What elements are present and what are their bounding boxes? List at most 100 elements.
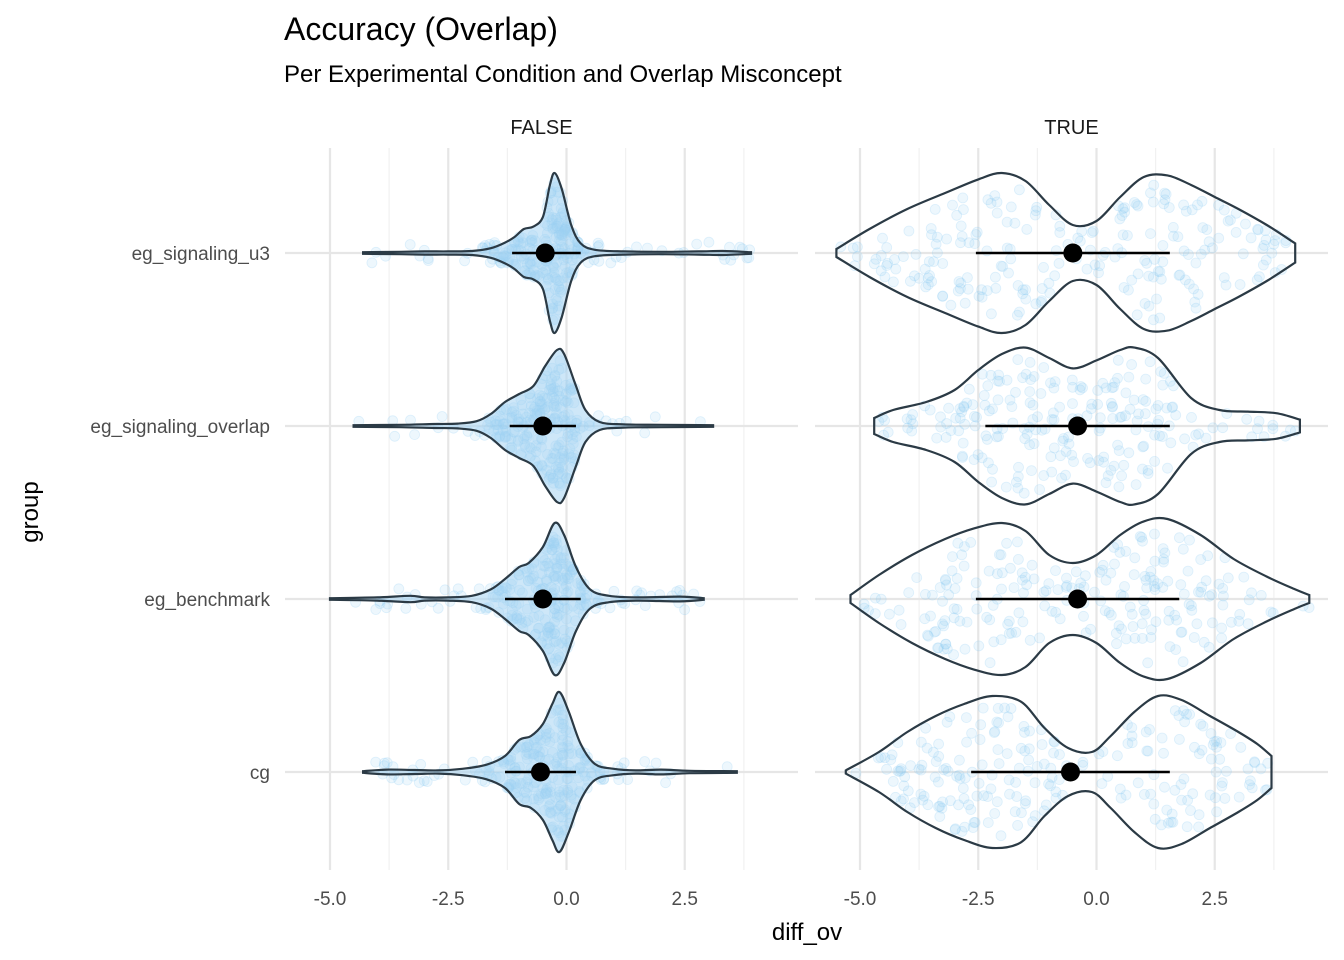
data-point bbox=[1211, 806, 1222, 818]
data-point bbox=[918, 790, 930, 802]
data-point bbox=[995, 634, 1007, 646]
data-point bbox=[1246, 587, 1257, 599]
data-point bbox=[1148, 271, 1159, 283]
data-point bbox=[380, 602, 392, 614]
data-point bbox=[1060, 581, 1072, 593]
data-point bbox=[951, 209, 963, 221]
data-point bbox=[1098, 456, 1109, 468]
data-point bbox=[1092, 398, 1103, 410]
data-point bbox=[1028, 371, 1040, 382]
data-point bbox=[1148, 798, 1160, 810]
data-point bbox=[940, 638, 952, 650]
data-point bbox=[959, 418, 971, 430]
data-point bbox=[1038, 362, 1050, 373]
data-point bbox=[992, 568, 1003, 580]
data-point bbox=[1258, 239, 1270, 251]
data-point bbox=[366, 257, 378, 269]
data-point bbox=[1114, 411, 1126, 423]
data-point bbox=[1155, 366, 1167, 378]
data-point bbox=[1178, 199, 1189, 211]
data-point bbox=[1043, 778, 1054, 790]
data-point bbox=[1032, 411, 1043, 423]
data-point bbox=[1012, 280, 1024, 291]
data-point bbox=[1243, 594, 1255, 606]
data-point bbox=[1144, 571, 1156, 583]
data-point bbox=[948, 603, 960, 615]
data-point bbox=[1116, 470, 1127, 482]
data-point bbox=[903, 587, 915, 598]
data-point bbox=[1150, 616, 1162, 628]
data-point bbox=[1113, 620, 1125, 632]
chart-title: Accuracy (Overlap) bbox=[284, 11, 558, 47]
data-point bbox=[1049, 376, 1061, 388]
data-point bbox=[1215, 737, 1227, 748]
data-point bbox=[1012, 820, 1023, 831]
data-point bbox=[1261, 784, 1273, 795]
data-point bbox=[1017, 616, 1029, 628]
data-point bbox=[1035, 388, 1047, 399]
data-point bbox=[1119, 581, 1130, 592]
data-point bbox=[1054, 613, 1066, 625]
data-point bbox=[1123, 371, 1135, 383]
data-point bbox=[951, 770, 963, 782]
data-point bbox=[1178, 245, 1190, 257]
data-point bbox=[1165, 437, 1177, 449]
data-point bbox=[1001, 748, 1013, 759]
data-point bbox=[1003, 628, 1015, 639]
data-point bbox=[983, 405, 995, 417]
data-point bbox=[1011, 476, 1022, 488]
data-point bbox=[1190, 429, 1202, 441]
data-point bbox=[1132, 777, 1144, 789]
data-point bbox=[1046, 466, 1058, 478]
data-point bbox=[1158, 747, 1169, 759]
data-point bbox=[1143, 300, 1155, 312]
data-point bbox=[1024, 397, 1036, 409]
data-point bbox=[1145, 228, 1156, 240]
data-point bbox=[1120, 546, 1132, 557]
data-point bbox=[1024, 356, 1036, 368]
data-point bbox=[1238, 571, 1250, 583]
data-point bbox=[1094, 566, 1106, 578]
data-point bbox=[1114, 547, 1126, 558]
data-point bbox=[1086, 398, 1098, 410]
data-point bbox=[922, 799, 934, 811]
data-point bbox=[1077, 759, 1089, 771]
data-point bbox=[1060, 469, 1071, 481]
data-point bbox=[1063, 438, 1075, 450]
data-point bbox=[1216, 622, 1227, 634]
data-point bbox=[1139, 298, 1151, 309]
data-point bbox=[1150, 403, 1162, 415]
data-point bbox=[1013, 554, 1024, 565]
data-point bbox=[691, 238, 703, 250]
data-point bbox=[1159, 781, 1170, 793]
jitter-points-eg-benchmark bbox=[858, 528, 1315, 669]
data-point bbox=[1170, 644, 1182, 655]
data-point bbox=[1207, 422, 1219, 434]
data-point bbox=[1108, 542, 1120, 553]
data-point bbox=[1217, 599, 1229, 611]
data-point bbox=[870, 592, 881, 604]
data-point bbox=[1149, 429, 1160, 441]
data-point bbox=[952, 285, 964, 297]
data-point bbox=[1118, 459, 1130, 471]
data-point bbox=[1204, 789, 1216, 801]
data-point bbox=[1210, 792, 1221, 804]
data-point bbox=[1080, 570, 1091, 582]
data-point bbox=[1133, 408, 1144, 420]
data-point bbox=[378, 757, 390, 769]
data-point bbox=[1048, 382, 1060, 394]
x-tick-label: -2.5 bbox=[432, 889, 465, 910]
data-point bbox=[1180, 205, 1192, 217]
data-point bbox=[957, 450, 968, 462]
data-point bbox=[895, 763, 907, 775]
data-point bbox=[679, 604, 690, 616]
data-point bbox=[1260, 225, 1271, 237]
data-point bbox=[1233, 615, 1245, 627]
data-point bbox=[915, 736, 927, 748]
data-point bbox=[969, 420, 981, 432]
data-point bbox=[958, 401, 970, 413]
data-point bbox=[913, 272, 925, 284]
data-point bbox=[1008, 582, 1020, 593]
data-point bbox=[981, 433, 993, 445]
data-point bbox=[1031, 201, 1043, 213]
